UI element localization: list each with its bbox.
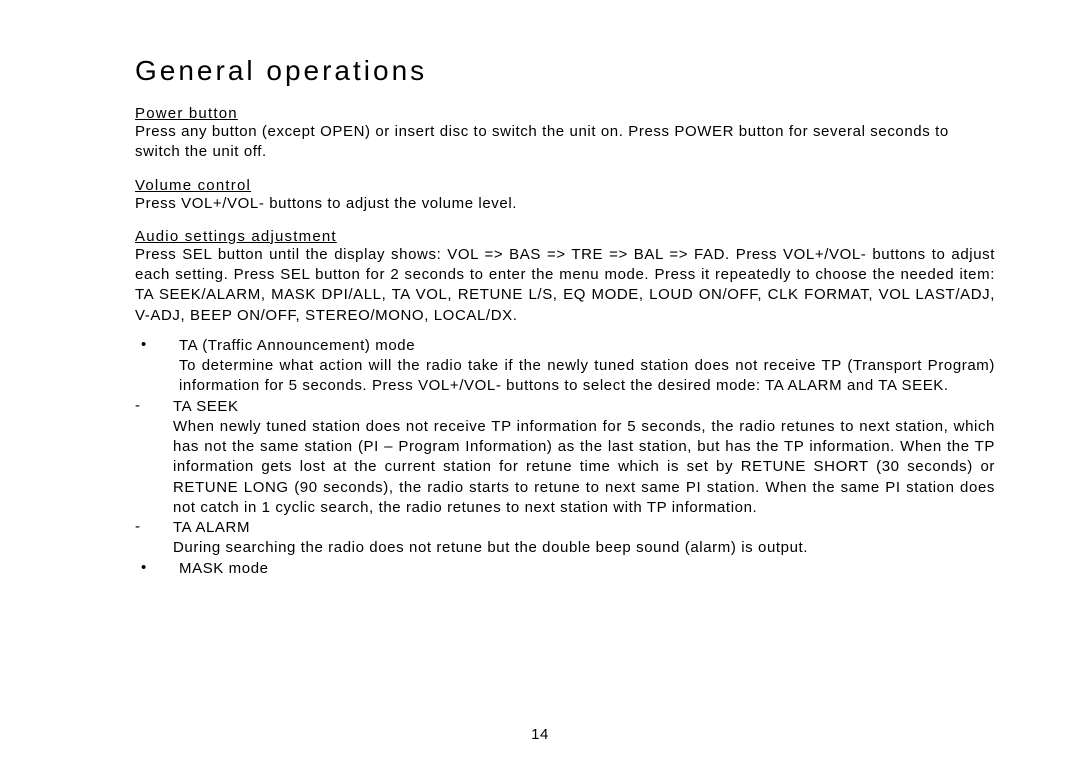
dash-label-ta-alarm: TA ALARM	[173, 518, 995, 538]
section-volume: Volume control Press VOL+/VOL- buttons t…	[135, 177, 995, 214]
section-head-audio: Audio settings adjustment	[135, 228, 995, 245]
section-audio: Audio settings adjustment Press SEL butt…	[135, 228, 995, 326]
dash-body-row-ta-seek: When newly tuned station does not receiv…	[135, 417, 995, 518]
bullet-item-mask-mode: • MASK mode	[135, 559, 995, 579]
dash-label-ta-seek: TA SEEK	[173, 397, 995, 417]
dash-body-ta-alarm: During searching the radio does not retu…	[173, 538, 995, 558]
dash-icon: -	[135, 518, 173, 535]
bullet-body-row-ta-mode: To determine what action will the radio …	[135, 356, 995, 397]
dash-body-row-ta-alarm: During searching the radio does not retu…	[135, 538, 995, 558]
bullet-label-ta-mode: TA (Traffic Announcement) mode	[179, 336, 995, 356]
section-body-power: Press any button (except OPEN) or insert…	[135, 122, 995, 163]
manual-page: General operations Power button Press an…	[0, 0, 1080, 761]
section-body-volume: Press VOL+/VOL- buttons to adjust the vo…	[135, 194, 995, 214]
bullet-body-ta-mode: To determine what action will the radio …	[179, 356, 995, 397]
section-head-volume: Volume control	[135, 177, 995, 194]
bullet-list: • TA (Traffic Announcement) mode To dete…	[135, 336, 995, 579]
page-title: General operations	[135, 55, 995, 87]
dash-icon: -	[135, 397, 173, 414]
dash-item-ta-seek: - TA SEEK	[135, 397, 995, 417]
bullet-icon: •	[135, 336, 179, 353]
page-number: 14	[0, 726, 1080, 743]
section-body-audio: Press SEL button until the display shows…	[135, 245, 995, 326]
section-power: Power button Press any button (except OP…	[135, 105, 995, 163]
dash-item-ta-alarm: - TA ALARM	[135, 518, 995, 538]
bullet-icon: •	[135, 559, 179, 576]
spacer	[135, 326, 995, 336]
bullet-item-ta-mode: • TA (Traffic Announcement) mode	[135, 336, 995, 356]
dash-body-ta-seek: When newly tuned station does not receiv…	[173, 417, 995, 518]
section-head-power: Power button	[135, 105, 995, 122]
bullet-label-mask-mode: MASK mode	[179, 559, 995, 579]
